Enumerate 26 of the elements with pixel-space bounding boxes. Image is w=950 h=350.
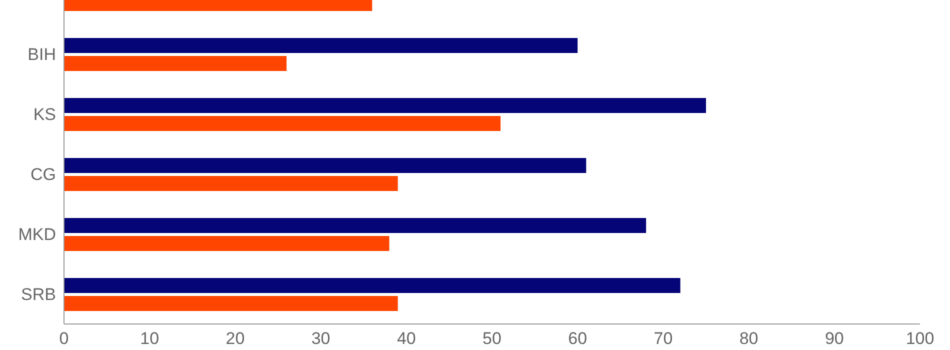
- bar: [64, 98, 706, 113]
- x-tick-label: 20: [226, 329, 245, 348]
- x-tick-label: 10: [140, 329, 160, 348]
- x-tick-label: 100: [906, 329, 934, 348]
- y-tick-label: CG: [30, 165, 56, 184]
- bar: [64, 158, 586, 173]
- bar: [64, 38, 578, 53]
- bar: [64, 176, 398, 191]
- x-tick-label: 80: [739, 329, 758, 348]
- bar: [64, 236, 390, 251]
- y-tick-label: MKD: [18, 225, 56, 244]
- x-tick-label: 30: [311, 329, 330, 348]
- y-tick-label: SRB: [21, 285, 56, 304]
- bar: [64, 296, 398, 311]
- bar: [64, 218, 646, 233]
- x-tick-label: 40: [396, 329, 416, 348]
- x-tick-label: 90: [824, 329, 844, 348]
- bar: [64, 278, 680, 293]
- y-tick-label: KS: [33, 105, 56, 124]
- x-tick-label: 0: [59, 329, 69, 348]
- bar: [64, 116, 501, 131]
- x-tick-label: 50: [482, 329, 502, 348]
- bar: [64, 56, 287, 71]
- x-tick-label: 70: [654, 329, 673, 348]
- x-tick-label: 60: [568, 329, 588, 348]
- y-tick-label: BIH: [28, 45, 56, 64]
